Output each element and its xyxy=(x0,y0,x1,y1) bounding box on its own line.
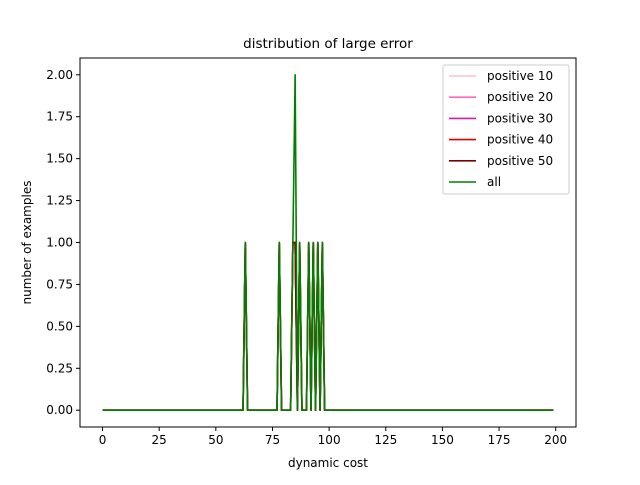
legend-label: positive 30 xyxy=(487,111,553,125)
x-tick-label: 25 xyxy=(152,433,167,447)
legend-label: positive 10 xyxy=(487,69,553,83)
y-tick-label: 0.75 xyxy=(46,277,73,291)
y-tick-label: 1.75 xyxy=(46,110,73,124)
legend: positive 10 positive 20 positive 30 positiv… xyxy=(442,64,570,195)
x-axis-label: dynamic cost xyxy=(288,456,368,470)
y-axis: 0.00 0.25 0.50 0.75 1.00 1.25 1.50 1.75 2.00 xyxy=(46,68,80,417)
x-tick-label: 100 xyxy=(318,433,341,447)
y-tick-label: 1.00 xyxy=(46,236,73,250)
x-tick-label: 150 xyxy=(431,433,454,447)
y-tick-label: 0.50 xyxy=(46,319,73,333)
x-tick-label: 200 xyxy=(544,433,567,447)
y-tick-label: 0.25 xyxy=(46,361,73,375)
x-tick-label: 75 xyxy=(265,433,280,447)
legend-label: positive 50 xyxy=(487,154,553,168)
chart-title: distribution of large error xyxy=(243,36,413,52)
plot-series-group xyxy=(102,73,554,412)
legend-label: positive 40 xyxy=(487,133,553,147)
series-line-5 xyxy=(102,73,554,412)
x-axis: 0 25 50 75 100 125 150 175 200 xyxy=(99,427,567,447)
legend-label: positive 20 xyxy=(487,90,553,104)
x-tick-label: 0 xyxy=(99,433,107,447)
y-tick-label: 1.50 xyxy=(46,152,73,166)
y-tick-label: 2.00 xyxy=(46,68,73,82)
y-tick-label: 1.25 xyxy=(46,194,73,208)
x-tick-label: 50 xyxy=(208,433,223,447)
y-axis-label: number of examples xyxy=(20,181,34,305)
legend-label: all xyxy=(487,175,501,189)
y-tick-label: 0.00 xyxy=(46,403,73,417)
legend-box xyxy=(442,64,570,195)
x-tick-label: 175 xyxy=(488,433,511,447)
x-tick-label: 125 xyxy=(374,433,397,447)
